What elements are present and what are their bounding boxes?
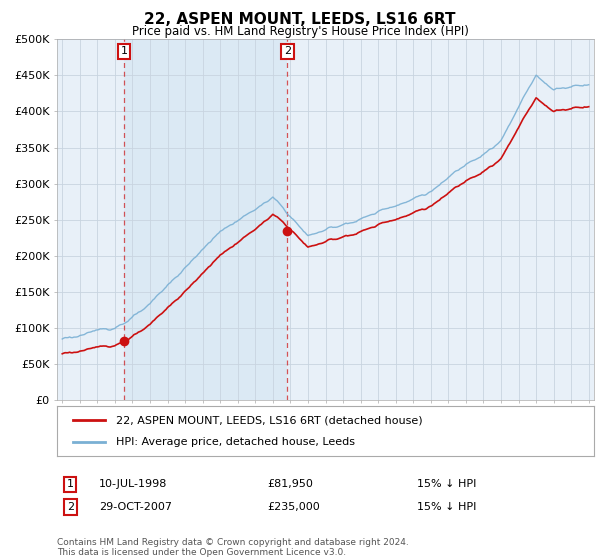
Text: £81,950: £81,950 xyxy=(267,479,313,489)
Text: £235,000: £235,000 xyxy=(267,502,320,512)
Text: 22, ASPEN MOUNT, LEEDS, LS16 6RT: 22, ASPEN MOUNT, LEEDS, LS16 6RT xyxy=(144,12,456,27)
Text: 22, ASPEN MOUNT, LEEDS, LS16 6RT (detached house): 22, ASPEN MOUNT, LEEDS, LS16 6RT (detach… xyxy=(116,415,422,425)
Text: HPI: Average price, detached house, Leeds: HPI: Average price, detached house, Leed… xyxy=(116,437,355,447)
Text: 2: 2 xyxy=(284,46,291,57)
Text: 29-OCT-2007: 29-OCT-2007 xyxy=(99,502,172,512)
Text: Price paid vs. HM Land Registry's House Price Index (HPI): Price paid vs. HM Land Registry's House … xyxy=(131,25,469,38)
Text: Contains HM Land Registry data © Crown copyright and database right 2024.
This d: Contains HM Land Registry data © Crown c… xyxy=(57,538,409,557)
Text: 10-JUL-1998: 10-JUL-1998 xyxy=(99,479,167,489)
Bar xyxy=(124,39,287,400)
Text: 15% ↓ HPI: 15% ↓ HPI xyxy=(417,502,476,512)
Text: 1: 1 xyxy=(67,479,74,489)
Text: 1: 1 xyxy=(121,46,128,57)
Text: 2: 2 xyxy=(67,502,74,512)
Text: 15% ↓ HPI: 15% ↓ HPI xyxy=(417,479,476,489)
